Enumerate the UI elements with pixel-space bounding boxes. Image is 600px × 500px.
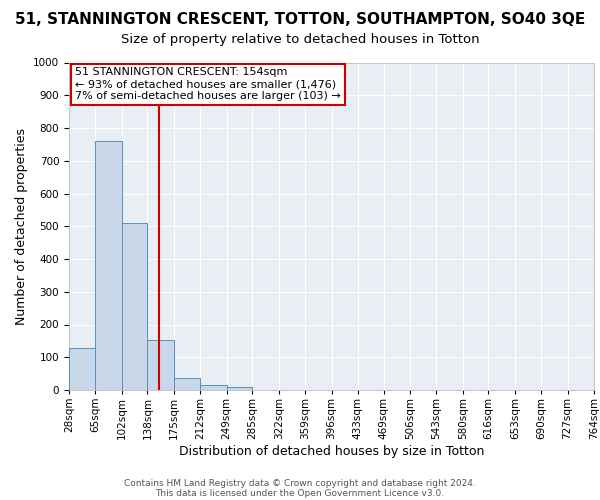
Text: Contains HM Land Registry data © Crown copyright and database right 2024.: Contains HM Land Registry data © Crown c… [124, 478, 476, 488]
Bar [200, 386, 227, 390]
Text: This data is licensed under the Open Government Licence v3.0.: This data is licensed under the Open Gov… [155, 488, 445, 498]
Bar [69, 348, 95, 390]
Bar [122, 223, 148, 390]
Bar [174, 378, 200, 390]
Bar [95, 141, 122, 390]
Text: 51, STANNINGTON CRESCENT, TOTTON, SOUTHAMPTON, SO40 3QE: 51, STANNINGTON CRESCENT, TOTTON, SOUTHA… [15, 12, 585, 27]
Text: Size of property relative to detached houses in Totton: Size of property relative to detached ho… [121, 32, 479, 46]
Text: 51 STANNINGTON CRESCENT: 154sqm
← 93% of detached houses are smaller (1,476)
7% : 51 STANNINGTON CRESCENT: 154sqm ← 93% of… [76, 68, 341, 100]
X-axis label: Distribution of detached houses by size in Totton: Distribution of detached houses by size … [179, 444, 484, 458]
Bar [227, 386, 253, 390]
Bar [148, 340, 174, 390]
Y-axis label: Number of detached properties: Number of detached properties [14, 128, 28, 325]
